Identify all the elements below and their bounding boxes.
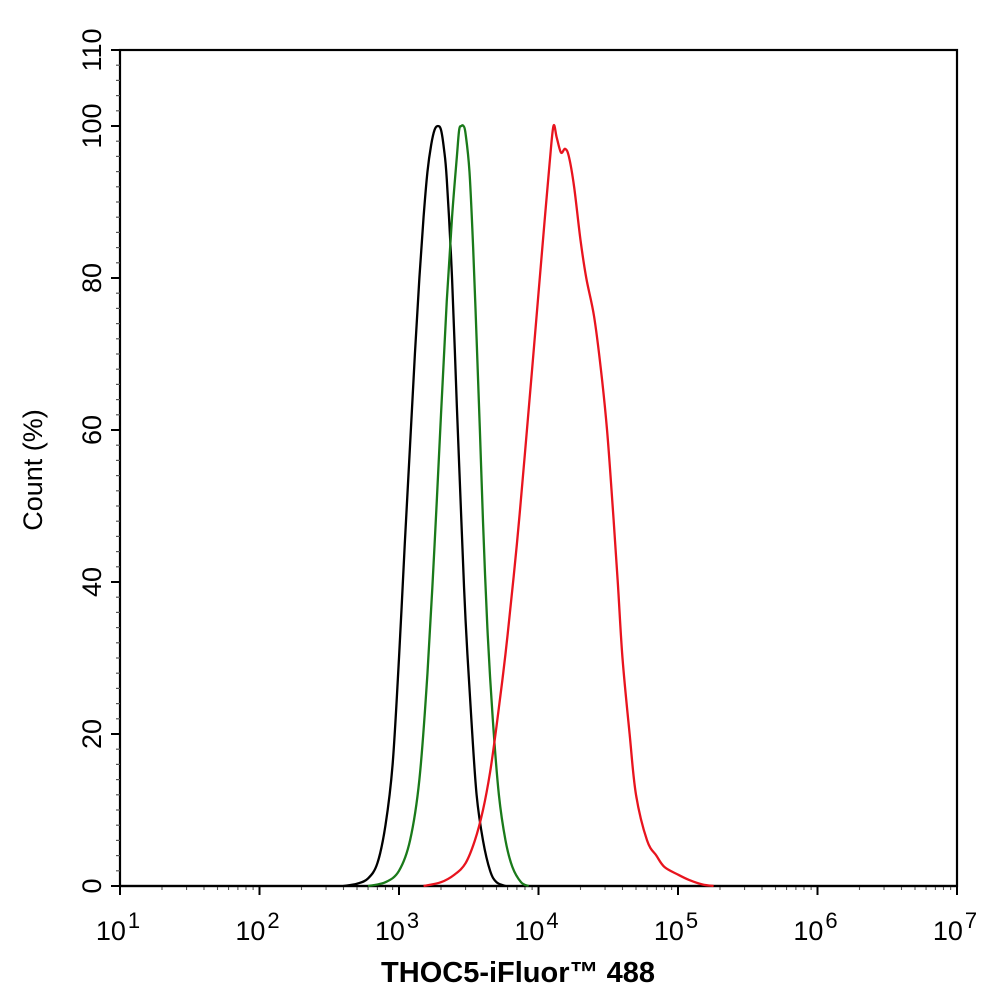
y-tick-labels: 0 20 40 60 80 100 110 [77,28,107,893]
x-tick-label: 105 [654,908,698,946]
y-tick-label: 110 [77,28,107,71]
x-tick-label: 106 [793,908,837,946]
x-tick-label: 103 [375,908,419,946]
y-tick-label: 80 [77,263,107,293]
series-line-1 [343,124,506,888]
x-tick-label: 102 [235,908,279,946]
major-ticks [111,49,958,895]
x-tick-label: 107 [933,908,977,946]
x-tick-label: 104 [514,908,558,946]
x-tick-labels: 101 102 103 104 105 106 107 [96,908,977,946]
x-tick-label: 101 [96,908,140,946]
y-tick-label: 100 [77,103,107,148]
series-line-2 [367,124,530,888]
minor-ticks [116,64,952,890]
y-tick-label: 60 [77,415,107,445]
series-layer [343,123,714,888]
y-tick-label: 20 [77,719,107,749]
y-tick-label: 40 [77,567,107,597]
x-axis-label: THOC5-iFluor™ 488 [381,957,655,989]
series-line-3 [423,123,714,888]
y-tick-label: 0 [77,878,107,893]
plot-frame [118,48,959,888]
y-axis-label: Count (%) [18,409,48,531]
